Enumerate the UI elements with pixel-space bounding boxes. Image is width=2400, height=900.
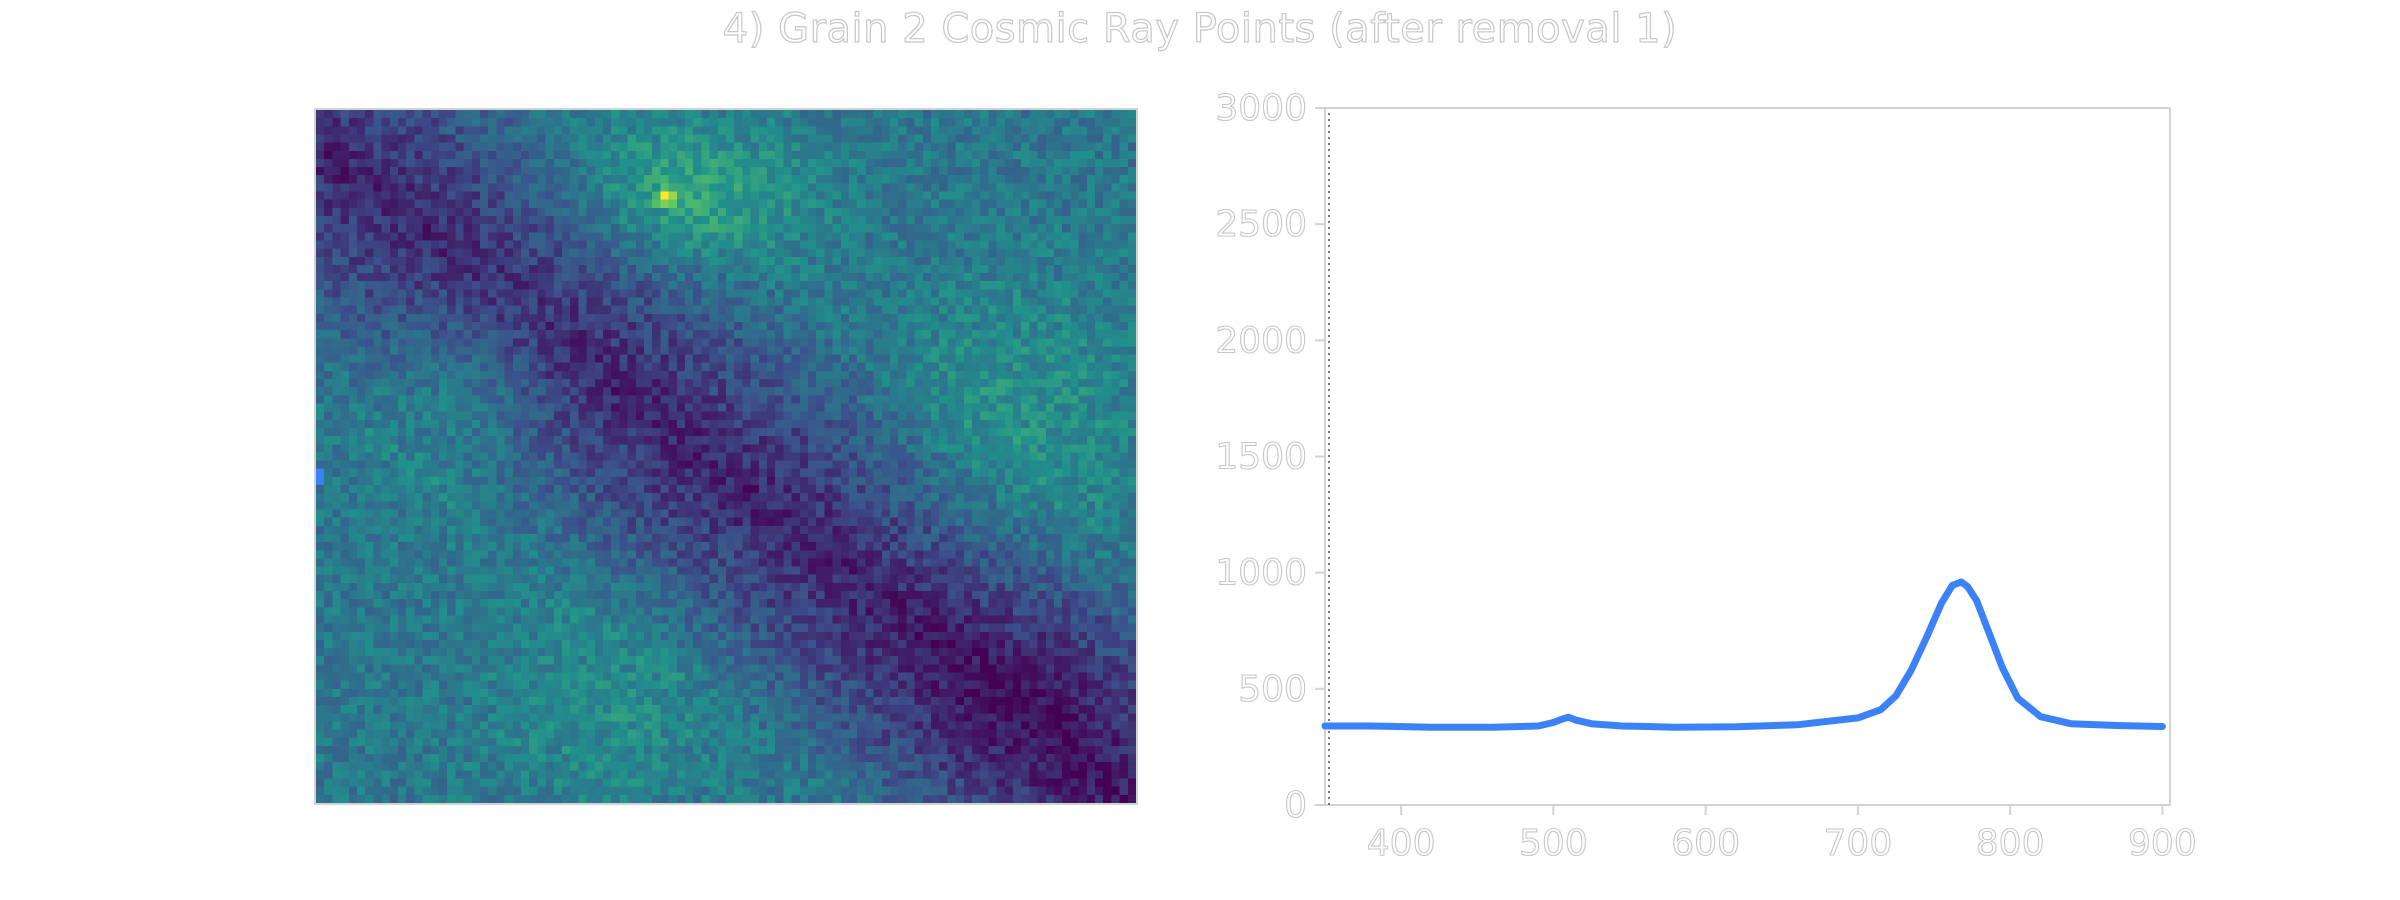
x-tick-label: 700 xyxy=(1824,823,1893,864)
x-tick-label: 400 xyxy=(1367,823,1436,864)
x-tick-label: 600 xyxy=(1671,823,1740,864)
y-tick-label: 1000 xyxy=(1215,553,1307,594)
spectrum-line xyxy=(1321,578,2166,731)
y-tick-label: 0 xyxy=(1284,785,1307,826)
y-tick-label: 3000 xyxy=(1215,88,1307,129)
chart-title: 4) Grain 2 Cosmic Ray Points (after remo… xyxy=(722,5,1678,52)
x-tick-label: 900 xyxy=(2128,823,2197,864)
heatmap-panel[interactable] xyxy=(314,108,1138,805)
y-tick-label: 500 xyxy=(1238,669,1307,710)
y-tick-label: 2500 xyxy=(1215,204,1307,245)
y-tick-label: 2000 xyxy=(1215,320,1307,361)
heatmap-image xyxy=(316,110,1136,803)
y-tick-label: 1500 xyxy=(1215,437,1307,478)
x-tick-label: 500 xyxy=(1519,823,1588,864)
x-tick-label: 800 xyxy=(1976,823,2045,864)
plot-frame xyxy=(1324,107,2171,806)
